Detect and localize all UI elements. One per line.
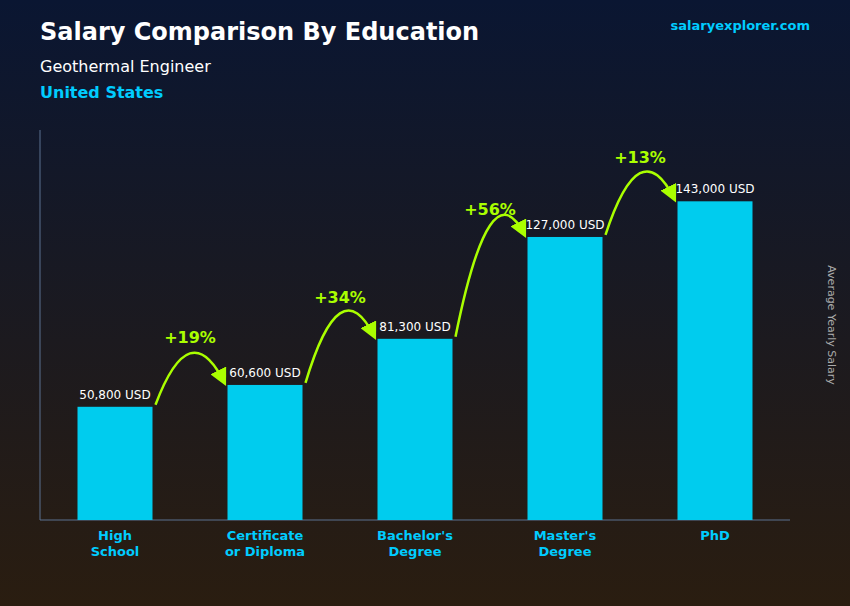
caption: United States: [40, 83, 163, 102]
bar: [78, 407, 153, 520]
x-tick-label: Bachelor'sDegree: [377, 528, 453, 559]
change-label: +13%: [614, 148, 666, 167]
chart: Salary Comparison By Education Geothermal…: [0, 0, 850, 606]
x-tick-label-line: Certificate: [227, 528, 304, 543]
change-arrow: [606, 171, 675, 235]
x-tick-label-line: Degree: [389, 544, 442, 559]
x-tick-label: HighSchool: [91, 528, 140, 559]
x-tick-label: Master'sDegree: [534, 528, 597, 559]
value-label: 60,600 USD: [229, 366, 300, 380]
value-label: 127,000 USD: [525, 218, 604, 232]
x-tick-label-line: Degree: [539, 544, 592, 559]
bar: [528, 237, 603, 520]
bar: [378, 339, 453, 520]
x-tick-label-line: High: [98, 528, 132, 543]
x-tick-label-line: School: [91, 544, 140, 559]
change-label: +56%: [464, 200, 516, 219]
y-label: Average Yearly Salary: [825, 265, 838, 385]
change-arrow: [306, 310, 375, 382]
change-label: +19%: [164, 328, 216, 347]
value-label: 81,300 USD: [379, 320, 450, 334]
x-tick-label-line: PhD: [700, 528, 730, 543]
background: [0, 0, 850, 606]
change-arrow: [456, 215, 525, 337]
y-axis-line: [40, 130, 41, 520]
value-label: 50,800 USD: [79, 388, 150, 402]
bar: [228, 385, 303, 520]
x-tick-label-line: or Diploma: [225, 544, 305, 559]
x-tick-label-line: Bachelor's: [377, 528, 453, 543]
source: salaryexplorer.com: [671, 18, 810, 33]
title: Salary Comparison By Education: [40, 18, 479, 46]
bar: [678, 201, 753, 520]
change-arrow: [156, 353, 225, 405]
subtitle: Geothermal Engineer: [40, 57, 211, 76]
change-label: +34%: [314, 288, 366, 307]
x-tick-label: PhD: [700, 528, 730, 543]
value-label: 143,000 USD: [675, 182, 754, 196]
x-tick-label: Certificateor Diploma: [225, 528, 305, 559]
x-tick-label-line: Master's: [534, 528, 597, 543]
